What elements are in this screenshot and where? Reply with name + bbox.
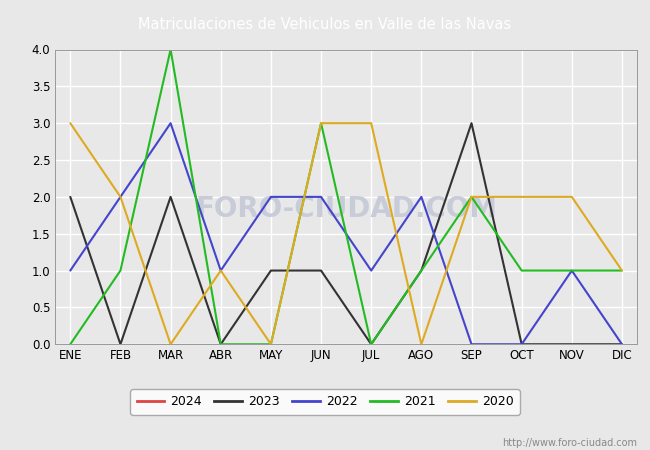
Text: FORO-CIUDAD.COM: FORO-CIUDAD.COM	[195, 195, 497, 223]
Text: Matriculaciones de Vehiculos en Valle de las Navas: Matriculaciones de Vehiculos en Valle de…	[138, 17, 512, 32]
Text: http://www.foro-ciudad.com: http://www.foro-ciudad.com	[502, 438, 637, 448]
Legend: 2024, 2023, 2022, 2021, 2020: 2024, 2023, 2022, 2021, 2020	[130, 389, 520, 414]
